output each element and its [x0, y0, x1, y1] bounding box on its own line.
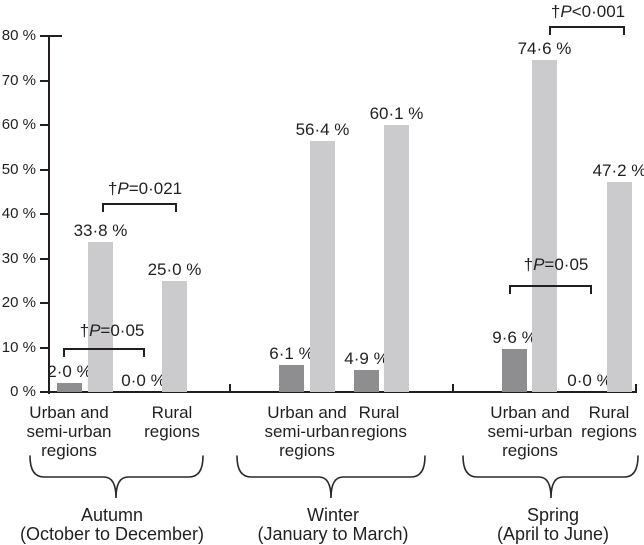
bar-value-label: 56·4 % [295, 120, 350, 139]
p-value-annotation: †P=0·05 [523, 255, 589, 274]
y-axis-tick [40, 302, 48, 304]
season-label: Spring (April to June) [496, 505, 610, 544]
x-axis-end-cap [635, 384, 637, 392]
x-axis-region-label: Rural regions [351, 403, 407, 441]
x-axis-region-label: Urban and semi-urban regions [26, 403, 112, 460]
bar-value-label: 74·6 % [517, 39, 572, 58]
y-axis-tick [40, 35, 48, 37]
bar-value-label: 47·2 % [592, 161, 644, 180]
bar-value-label: 6·1 % [269, 344, 314, 363]
y-axis-tick-label: 80 % [1, 27, 36, 44]
y-axis-tick [40, 124, 48, 126]
significance-bracket [102, 203, 177, 212]
bar-light [607, 182, 632, 392]
x-axis-region-label: Urban and semi-urban regions [264, 403, 350, 460]
x-axis-group-separator-tick [452, 384, 454, 392]
bar-light [532, 60, 557, 392]
bar-dark [502, 349, 527, 392]
x-axis-region-label: Urban and semi-urban regions [487, 403, 573, 460]
bar-value-label: 25·0 % [147, 260, 202, 279]
y-axis-tick [40, 79, 48, 82]
y-axis-tick-label: 0 % [10, 383, 36, 400]
y-axis-tick-label: 50 % [1, 160, 36, 178]
significance-bracket [63, 348, 145, 357]
y-axis-tick-label: 40 % [1, 205, 36, 222]
season-label: Autumn (October to December) [19, 505, 205, 544]
bar-value-label: 9·6 % [492, 328, 537, 347]
y-axis-tick-label: 70 % [1, 71, 36, 89]
bar-dark [354, 370, 379, 392]
p-value-annotation: †P=0·021 [107, 179, 183, 198]
x-axis-group-separator-tick [229, 384, 231, 392]
bar-light [88, 242, 113, 392]
p-value-annotation: †P<0·001 [550, 2, 626, 21]
x-axis-region-label: Rural regions [144, 403, 200, 441]
bar-value-label: 4·9 % [344, 349, 389, 368]
y-axis-tick [40, 257, 48, 260]
x-axis [48, 391, 637, 393]
bar-value-label: 2·0 % [47, 362, 92, 381]
significance-bracket [549, 26, 625, 35]
bar-value-label: 0·0 % [121, 371, 166, 390]
y-axis-tick-label: 60 % [1, 116, 36, 133]
y-axis-tick [40, 391, 48, 393]
bar-value-label: 60·1 % [369, 104, 424, 123]
bar-value-label: 33·8 % [73, 221, 128, 240]
y-axis-tick [40, 346, 48, 349]
group-brace [462, 455, 639, 499]
bar-dark [279, 365, 304, 392]
y-axis [48, 35, 50, 394]
y-axis-top-cap [50, 35, 62, 37]
y-axis-tick-label: 30 % [1, 249, 36, 267]
bar-dark [57, 383, 82, 392]
significance-bracket [509, 285, 592, 294]
bar-light [384, 125, 409, 392]
y-axis-tick [40, 213, 48, 215]
y-axis-tick-label: 10 % [1, 338, 36, 356]
y-axis-tick-label: 20 % [1, 294, 36, 311]
group-brace [236, 455, 426, 499]
group-brace [29, 455, 204, 499]
p-value-annotation: †P=0·05 [79, 321, 145, 340]
y-axis-tick [40, 168, 48, 171]
x-axis-region-label: Rural regions [581, 403, 637, 441]
bar-value-label: 0·0 % [567, 371, 612, 390]
bar-light [162, 281, 187, 392]
season-label: Winter (January to March) [257, 505, 409, 544]
bar-light [310, 141, 335, 392]
